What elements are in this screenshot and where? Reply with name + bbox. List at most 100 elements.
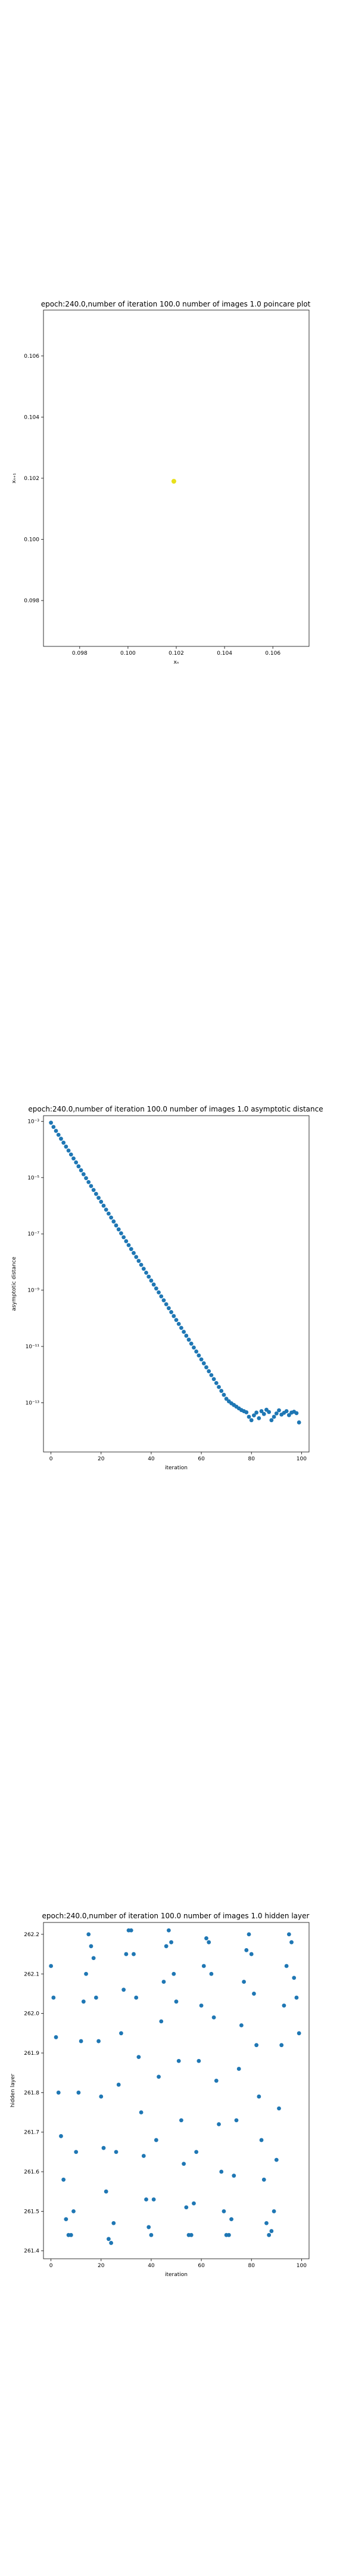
asymptotic-point <box>86 1179 91 1184</box>
hidden-layer-point <box>104 2189 108 2194</box>
asymptotic-x-tick-label: 100 <box>297 1456 307 1462</box>
asymptotic-point <box>254 1410 259 1415</box>
asymptotic-point <box>244 1410 249 1414</box>
asymptotic-point <box>197 1353 201 1358</box>
asymptotic-point <box>101 1203 106 1208</box>
asymptotic-point <box>121 1235 126 1240</box>
asymptotic-point <box>194 1349 199 1354</box>
asymptotic-point <box>261 1411 266 1416</box>
asymptotic-point <box>272 1414 276 1419</box>
hidden-layer-y-tick-label: 261.5 <box>24 2209 39 2215</box>
hidden-layer-point <box>51 1995 56 2000</box>
asymptotic-point <box>76 1164 81 1169</box>
asymptotic-plot-area <box>43 1115 310 1453</box>
hidden-layer-point <box>109 2241 114 2245</box>
asymptotic-point <box>93 1191 98 1196</box>
hidden-layer-point <box>189 2233 194 2237</box>
asymptotic-point <box>192 1345 196 1350</box>
asymptotic-point <box>149 1278 154 1283</box>
hidden-layer-point <box>96 2039 101 2044</box>
asymptotic-point <box>91 1188 96 1192</box>
asymptotic-point <box>217 1385 221 1389</box>
asymptotic-y-tick-label: 10⁻⁵ <box>27 1175 39 1181</box>
hidden-layer-point <box>84 1971 88 1976</box>
hidden-layer-point <box>59 2134 63 2138</box>
hidden-layer-points <box>49 1928 301 2245</box>
hidden-layer-point <box>71 2209 76 2213</box>
hidden-layer-point <box>192 2201 196 2206</box>
asymptotic-point <box>209 1373 214 1377</box>
asymptotic-point <box>286 1413 291 1417</box>
asymptotic-point <box>104 1208 108 1212</box>
asymptotic-point <box>68 1152 73 1157</box>
asymptotic-point <box>116 1227 121 1232</box>
hidden-layer-point <box>116 2082 121 2087</box>
hidden-layer-point <box>174 1999 179 2004</box>
asymptotic-point <box>126 1243 131 1247</box>
asymptotic-point <box>74 1160 79 1165</box>
hidden-layer-point <box>247 1932 251 1937</box>
asymptotic-point <box>134 1255 139 1259</box>
asymptotic-point <box>119 1231 123 1236</box>
asymptotic-x-ticks: 0 20 40 60 80 100 <box>49 1452 307 1462</box>
asymptotic-point <box>157 1290 161 1295</box>
asymptotic-point <box>184 1333 189 1338</box>
hidden-layer-point <box>79 2039 83 2044</box>
hidden-layer-x-tick-label: 100 <box>297 2263 307 2269</box>
asymptotic-point <box>214 1380 219 1385</box>
poincare-chart: epoch:240.0,number of iteration 100.0 nu… <box>11 300 311 665</box>
hidden-layer-point <box>226 2233 231 2237</box>
asymptotic-point <box>277 1408 281 1413</box>
asymptotic-point <box>56 1132 61 1137</box>
asymptotic-point <box>247 1414 251 1419</box>
asymptotic-point <box>66 1148 71 1153</box>
asymptotic-point <box>161 1298 166 1303</box>
poincare-y-tick-label: 0.100 <box>24 537 39 543</box>
hidden-layer-point <box>261 2177 266 2182</box>
hidden-layer-point <box>121 1987 126 1992</box>
asymptotic-x-tick-label: 40 <box>148 1456 155 1462</box>
asymptotic-point <box>79 1168 83 1172</box>
hidden-layer-point <box>149 2233 154 2237</box>
hidden-layer-point <box>172 1971 176 1976</box>
hidden-layer-y-tick-label: 262.0 <box>24 2011 39 2017</box>
hidden-layer-point <box>111 2221 116 2225</box>
asymptotic-point <box>132 1250 136 1255</box>
hidden-layer-point <box>282 2003 286 2008</box>
hidden-layer-point <box>209 1971 214 1976</box>
hidden-layer-point <box>197 2058 201 2063</box>
asymptotic-point <box>61 1140 66 1145</box>
hidden-layer-plot-area <box>43 1922 310 2259</box>
hidden-layer-x-tick-label: 60 <box>198 2263 205 2269</box>
poincare-y-tick-label: 0.102 <box>24 476 39 482</box>
hidden-layer-point <box>269 2229 274 2233</box>
poincare-plot-area <box>43 309 310 647</box>
asymptotic-point <box>201 1361 206 1366</box>
hidden-layer-point <box>264 2221 269 2225</box>
asymptotic-point <box>222 1392 226 1397</box>
hidden-layer-point <box>297 2031 301 2036</box>
hidden-layer-point <box>279 2043 284 2048</box>
asymptotic-point <box>207 1369 211 1373</box>
poincare-chart-title: epoch:240.0,number of iteration 100.0 nu… <box>41 300 311 308</box>
hidden-layer-point <box>254 2043 259 2048</box>
asymptotic-point <box>252 1413 256 1418</box>
hidden-layer-point <box>68 2233 73 2237</box>
asymptotic-point <box>274 1411 279 1416</box>
poincare-y-tick-label: 0.106 <box>24 354 39 360</box>
hidden-layer-point <box>236 2067 241 2071</box>
asymptotic-point <box>99 1200 104 1204</box>
asymptotic-x-label: iteration <box>165 1465 188 1471</box>
hidden-layer-point <box>169 1940 173 1945</box>
hidden-layer-point <box>119 2031 123 2036</box>
hidden-layer-point <box>244 1948 249 1952</box>
hidden-layer-point <box>146 2225 151 2230</box>
asymptotic-point <box>89 1184 93 1188</box>
poincare-x-label: xₙ <box>174 660 179 665</box>
hidden-layer-point <box>64 2217 68 2222</box>
asymptotic-point <box>189 1341 194 1346</box>
hidden-layer-point <box>134 1995 139 2000</box>
hidden-layer-y-tick-label: 262.1 <box>24 1971 39 1977</box>
asymptotic-point <box>129 1247 133 1252</box>
